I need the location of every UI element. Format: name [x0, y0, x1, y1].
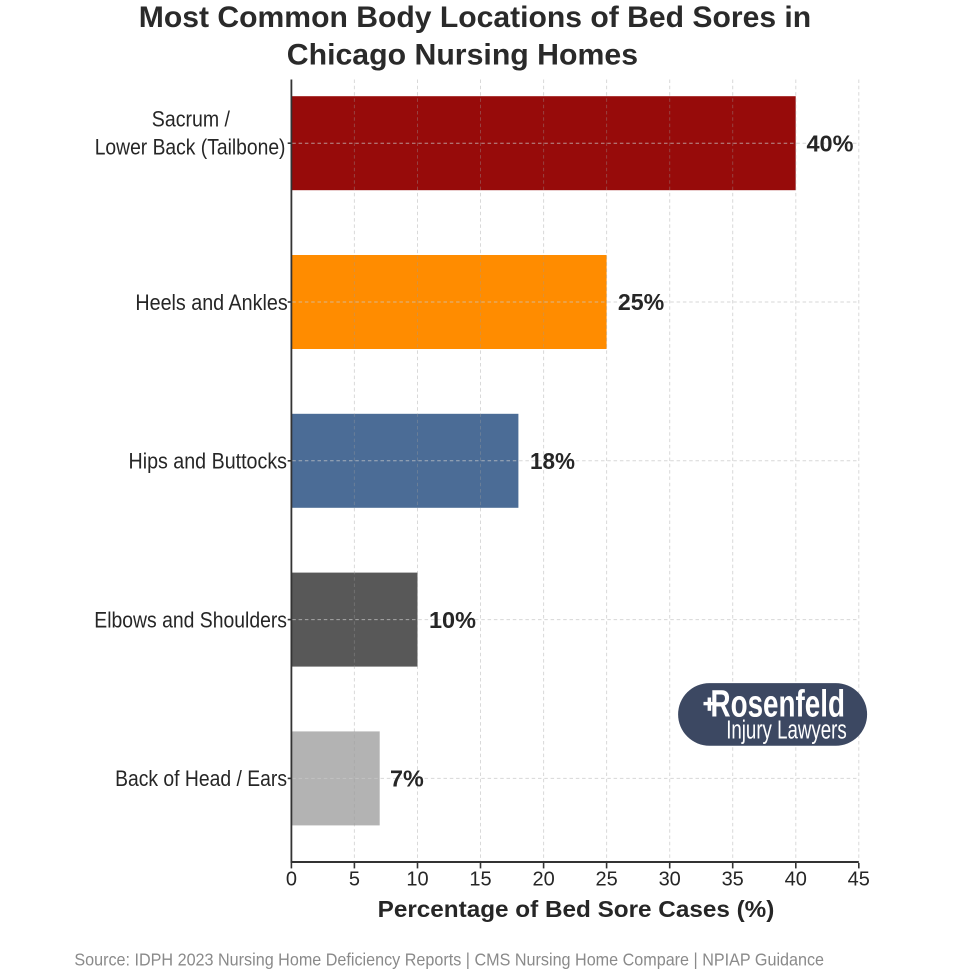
svg-text:5: 5 [349, 869, 360, 891]
svg-text:7%: 7% [390, 766, 424, 792]
svg-text:Hips and Buttocks: Hips and Buttocks [129, 449, 288, 474]
svg-text:10%: 10% [429, 607, 476, 633]
svg-text:Injury Lawyers: Injury Lawyers [726, 716, 847, 744]
svg-text:20: 20 [532, 869, 554, 891]
svg-text:Chicago Nursing Homes: Chicago Nursing Homes [287, 39, 638, 72]
svg-text:0: 0 [286, 869, 297, 891]
svg-text:Back of Head / Ears: Back of Head / Ears [115, 766, 287, 791]
svg-text:Sacrum /: Sacrum / [152, 106, 231, 131]
svg-text:35: 35 [722, 869, 744, 891]
svg-text:45: 45 [848, 869, 870, 891]
svg-text:Lower Back (Tailbone): Lower Back (Tailbone) [95, 135, 286, 160]
svg-text:Heels and Ankles: Heels and Ankles [135, 290, 287, 315]
svg-text:18%: 18% [530, 448, 575, 474]
svg-text:25: 25 [595, 869, 617, 891]
svg-text:15: 15 [469, 869, 491, 891]
svg-text:10: 10 [406, 869, 428, 891]
svg-text:25%: 25% [618, 289, 664, 315]
svg-text:Source: IDPH 2023 Nursing Home: Source: IDPH 2023 Nursing Home Deficienc… [74, 949, 824, 969]
svg-text:30: 30 [659, 869, 681, 891]
svg-text:40%: 40% [807, 130, 854, 156]
svg-text:40: 40 [785, 869, 807, 891]
svg-text:Elbows and Shoulders: Elbows and Shoulders [94, 607, 287, 632]
svg-text:Rosenfeld: Rosenfeld [711, 684, 846, 726]
svg-text:Percentage of Bed Sore Cases (: Percentage of Bed Sore Cases (%) [378, 896, 775, 922]
svg-text:Most Common Body Locations of: Most Common Body Locations of Bed Sores … [139, 1, 811, 34]
